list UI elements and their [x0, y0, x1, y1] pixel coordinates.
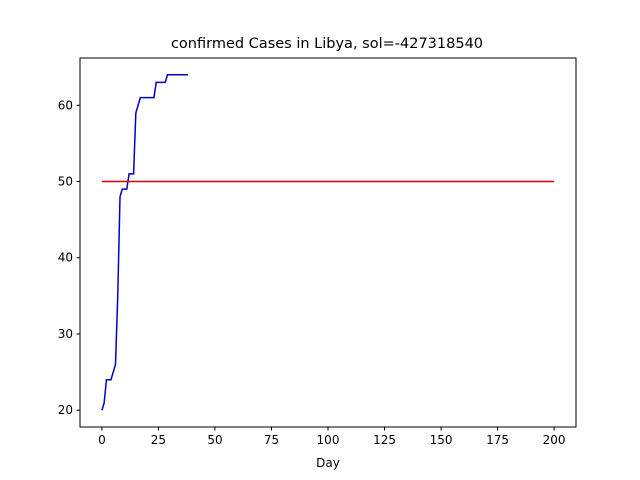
y-tick-label: 30 — [58, 327, 73, 341]
x-tick-label: 0 — [98, 433, 106, 447]
y-tick-label: 20 — [58, 403, 73, 417]
y-tick-label: 40 — [58, 251, 73, 265]
y-axis: 20 30 40 50 60 — [58, 98, 80, 417]
x-tick-label: 25 — [151, 433, 166, 447]
x-tick-label: 50 — [207, 433, 222, 447]
x-tick-label: 100 — [317, 433, 340, 447]
x-axis-label: Day — [316, 456, 340, 470]
plot-frame — [79, 57, 577, 428]
series-line-0 — [101, 74, 188, 411]
y-tick-label: 50 — [58, 175, 73, 189]
x-tick-label: 150 — [430, 433, 453, 447]
y-tick-label: 60 — [58, 98, 73, 112]
x-tick-label: 200 — [543, 433, 566, 447]
x-tick-label: 125 — [373, 433, 396, 447]
x-tick-label: 175 — [486, 433, 509, 447]
x-tick-label: 75 — [264, 433, 279, 447]
plot-lines — [101, 74, 555, 411]
chart-title: confirmed Cases in Libya, sol=-427318540 — [171, 36, 483, 52]
x-axis: 0 25 50 75 100 125 150 175 200 — [98, 427, 566, 447]
